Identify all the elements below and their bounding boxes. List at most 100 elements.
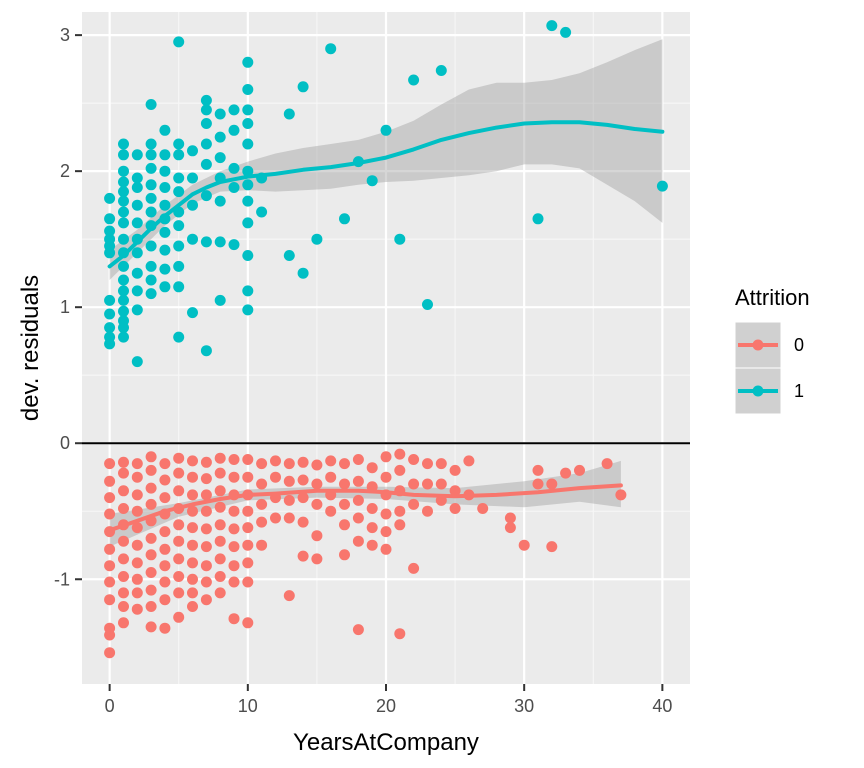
point-attrition-1	[200, 236, 212, 248]
point-attrition-0	[118, 467, 129, 479]
point-attrition-0	[145, 584, 157, 596]
point-attrition-1	[200, 345, 212, 357]
point-attrition-1	[214, 131, 226, 143]
point-attrition-1	[242, 285, 254, 297]
point-attrition-1	[283, 108, 295, 120]
point-attrition-1	[131, 267, 143, 279]
point-attrition-1	[145, 288, 157, 300]
point-attrition-0	[546, 478, 558, 490]
point-attrition-0	[187, 505, 198, 517]
point-attrition-0	[131, 505, 143, 517]
confidence-band-0	[109, 460, 621, 547]
point-attrition-0	[380, 471, 392, 483]
point-attrition-0	[477, 503, 489, 514]
point-attrition-0	[242, 576, 254, 588]
point-attrition-1	[173, 220, 185, 232]
point-attrition-0	[283, 494, 295, 506]
point-attrition-0	[408, 498, 420, 510]
point-attrition-0	[366, 503, 378, 514]
point-attrition-0	[256, 498, 268, 510]
smooth-line-1	[107, 120, 665, 269]
point-attrition-0	[366, 462, 378, 474]
point-attrition-0	[214, 501, 226, 513]
point-attrition-0	[435, 458, 447, 470]
point-attrition-0	[104, 508, 116, 520]
point-attrition-0	[449, 464, 461, 476]
point-attrition-0	[228, 523, 240, 535]
legend-title: Attrition	[735, 285, 810, 310]
point-attrition-1	[118, 285, 129, 297]
point-attrition-1	[325, 43, 337, 55]
point-attrition-0	[270, 512, 281, 524]
point-attrition-0	[173, 535, 185, 547]
point-attrition-1	[214, 294, 226, 306]
point-attrition-1	[214, 195, 226, 207]
point-attrition-1	[145, 179, 157, 191]
y-tick-label: 2	[60, 161, 70, 181]
point-attrition-1	[104, 294, 116, 306]
point-attrition-0	[311, 553, 323, 565]
point-attrition-1	[422, 299, 433, 310]
point-attrition-0	[311, 498, 323, 510]
point-attrition-0	[131, 587, 143, 599]
point-attrition-0	[352, 624, 364, 636]
point-attrition-1	[131, 356, 143, 368]
y-axis-title: dev. residuals	[17, 275, 44, 421]
point-attrition-0	[200, 560, 212, 572]
point-attrition-0	[187, 587, 198, 599]
point-attrition-1	[228, 239, 240, 251]
y-axis: -1 0 1 2 3	[54, 25, 82, 589]
point-attrition-1	[242, 179, 254, 191]
point-attrition-0	[118, 587, 129, 599]
point-attrition-0	[214, 553, 226, 565]
point-attrition-0	[256, 478, 268, 490]
point-attrition-1	[159, 199, 171, 211]
point-attrition-0	[145, 451, 157, 463]
point-attrition-0	[159, 576, 171, 588]
point-attrition-1	[118, 206, 129, 218]
point-attrition-0	[366, 539, 378, 551]
point-attrition-0	[449, 503, 461, 514]
point-attrition-0	[131, 471, 143, 483]
point-attrition-0	[173, 571, 185, 582]
point-attrition-1	[311, 233, 323, 245]
point-attrition-0	[242, 454, 254, 465]
point-attrition-0	[339, 498, 350, 510]
y-tick-label: 0	[60, 433, 70, 453]
point-attrition-1	[118, 217, 129, 229]
point-attrition-0	[187, 522, 198, 534]
point-attrition-0	[145, 498, 157, 510]
point-attrition-0	[228, 560, 240, 572]
point-attrition-0	[187, 539, 198, 551]
point-attrition-0	[145, 532, 157, 544]
point-attrition-0	[228, 613, 240, 625]
point-attrition-0	[228, 454, 240, 465]
point-attrition-0	[173, 519, 185, 531]
point-attrition-0	[394, 628, 406, 640]
point-attrition-0	[311, 478, 323, 490]
legend-keys: 01	[734, 321, 804, 415]
point-attrition-0	[118, 571, 129, 582]
point-attrition-0	[615, 489, 627, 501]
point-attrition-0	[297, 456, 309, 468]
point-attrition-1	[145, 260, 157, 272]
point-attrition-0	[297, 516, 309, 528]
point-attrition-1	[242, 118, 254, 129]
point-attrition-0	[380, 543, 392, 555]
point-attrition-0	[242, 557, 254, 569]
point-attrition-1	[104, 308, 116, 320]
legend-key-point-0	[752, 339, 764, 351]
x-tick-label: 0	[105, 696, 115, 716]
point-attrition-1	[131, 149, 143, 161]
point-attrition-1	[173, 281, 185, 293]
point-attrition-1	[242, 138, 254, 150]
point-attrition-1	[131, 182, 143, 193]
point-attrition-0	[214, 535, 226, 547]
point-attrition-1	[242, 195, 254, 207]
point-attrition-0	[256, 516, 268, 528]
point-attrition-0	[173, 467, 185, 479]
point-attrition-1	[200, 104, 212, 116]
point-attrition-0	[270, 455, 281, 467]
point-attrition-1	[145, 138, 157, 150]
point-attrition-0	[504, 522, 516, 534]
